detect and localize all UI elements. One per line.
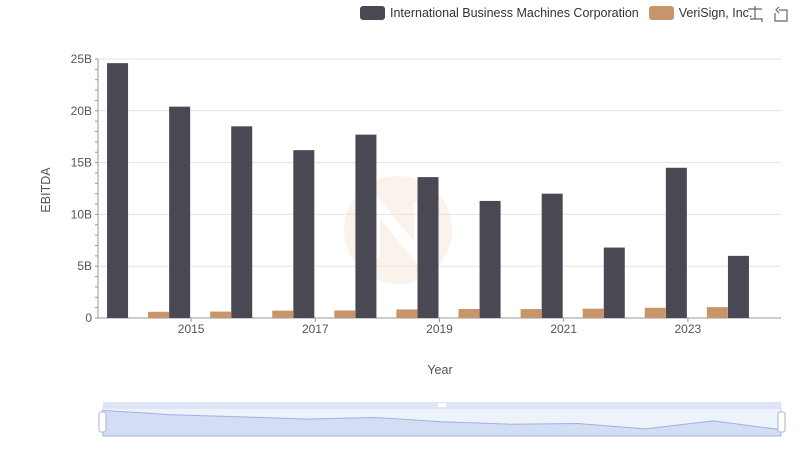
y-axis-title: EBITDA xyxy=(39,167,53,213)
bar-ibm[interactable] xyxy=(603,247,625,318)
bar-verisign[interactable] xyxy=(396,309,418,318)
bar-verisign[interactable] xyxy=(334,310,356,318)
x-tick-label: 2017 xyxy=(302,322,329,336)
data-zoom-preview-area xyxy=(102,409,782,437)
data-zoom-handle-left[interactable] xyxy=(98,411,107,433)
bar-ibm[interactable] xyxy=(231,126,253,318)
x-tick-label: 2021 xyxy=(550,322,577,336)
bar-ibm[interactable] xyxy=(479,200,501,318)
x-tick-label: 2019 xyxy=(426,322,453,336)
legend-swatch-verisign xyxy=(648,6,674,20)
y-tick-label: 15B xyxy=(71,156,92,170)
legend: International Business Machines Corporat… xyxy=(360,4,762,22)
x-tick-label: 2023 xyxy=(675,322,702,336)
bar-ibm[interactable] xyxy=(665,167,687,318)
legend-item-verisign[interactable]: VeriSign, Inc. xyxy=(648,6,753,20)
toolbar xyxy=(746,5,798,23)
x-tick-label: 2015 xyxy=(178,322,205,336)
legend-label-verisign: VeriSign, Inc. xyxy=(678,6,753,20)
bar-ibm[interactable] xyxy=(727,255,749,318)
bar-verisign[interactable] xyxy=(210,311,232,318)
bar-ibm[interactable] xyxy=(355,134,377,318)
data-zoom-grip[interactable] xyxy=(438,403,446,407)
bars xyxy=(107,63,749,319)
zoom-icon[interactable] xyxy=(746,5,764,23)
y-tick-label: 10B xyxy=(71,207,92,221)
y-axis: 0 5B 10B 15B 20B 25B xyxy=(71,52,99,325)
x-axis: 2015 2017 2019 2021 2023 xyxy=(178,318,702,336)
data-zoom-handle-right[interactable] xyxy=(777,411,786,433)
bar-ibm[interactable] xyxy=(169,106,191,318)
data-zoom-slider[interactable] xyxy=(98,402,786,437)
y-tick-label: 5B xyxy=(77,259,92,273)
bar-verisign[interactable] xyxy=(706,307,728,318)
restore-icon[interactable] xyxy=(772,5,790,23)
legend-label-ibm: International Business Machines Corporat… xyxy=(390,6,639,20)
bar-verisign[interactable] xyxy=(272,310,294,318)
bar-ibm[interactable] xyxy=(541,193,563,318)
bar-ibm[interactable] xyxy=(417,177,439,318)
y-tick-label: 0 xyxy=(85,311,92,325)
y-tick-label: 20B xyxy=(71,104,92,118)
bar-verisign[interactable] xyxy=(148,311,170,318)
bar-verisign[interactable] xyxy=(582,308,604,318)
legend-swatch-ibm xyxy=(360,6,385,20)
bar-ibm[interactable] xyxy=(107,63,129,319)
bar-verisign[interactable] xyxy=(520,309,542,318)
bar-verisign[interactable] xyxy=(458,308,480,318)
bar-verisign[interactable] xyxy=(644,307,666,318)
x-axis-title: Year xyxy=(427,363,452,377)
bar-ibm[interactable] xyxy=(293,150,315,318)
legend-item-ibm[interactable]: International Business Machines Corporat… xyxy=(360,6,639,20)
y-tick-label: 25B xyxy=(71,52,92,66)
